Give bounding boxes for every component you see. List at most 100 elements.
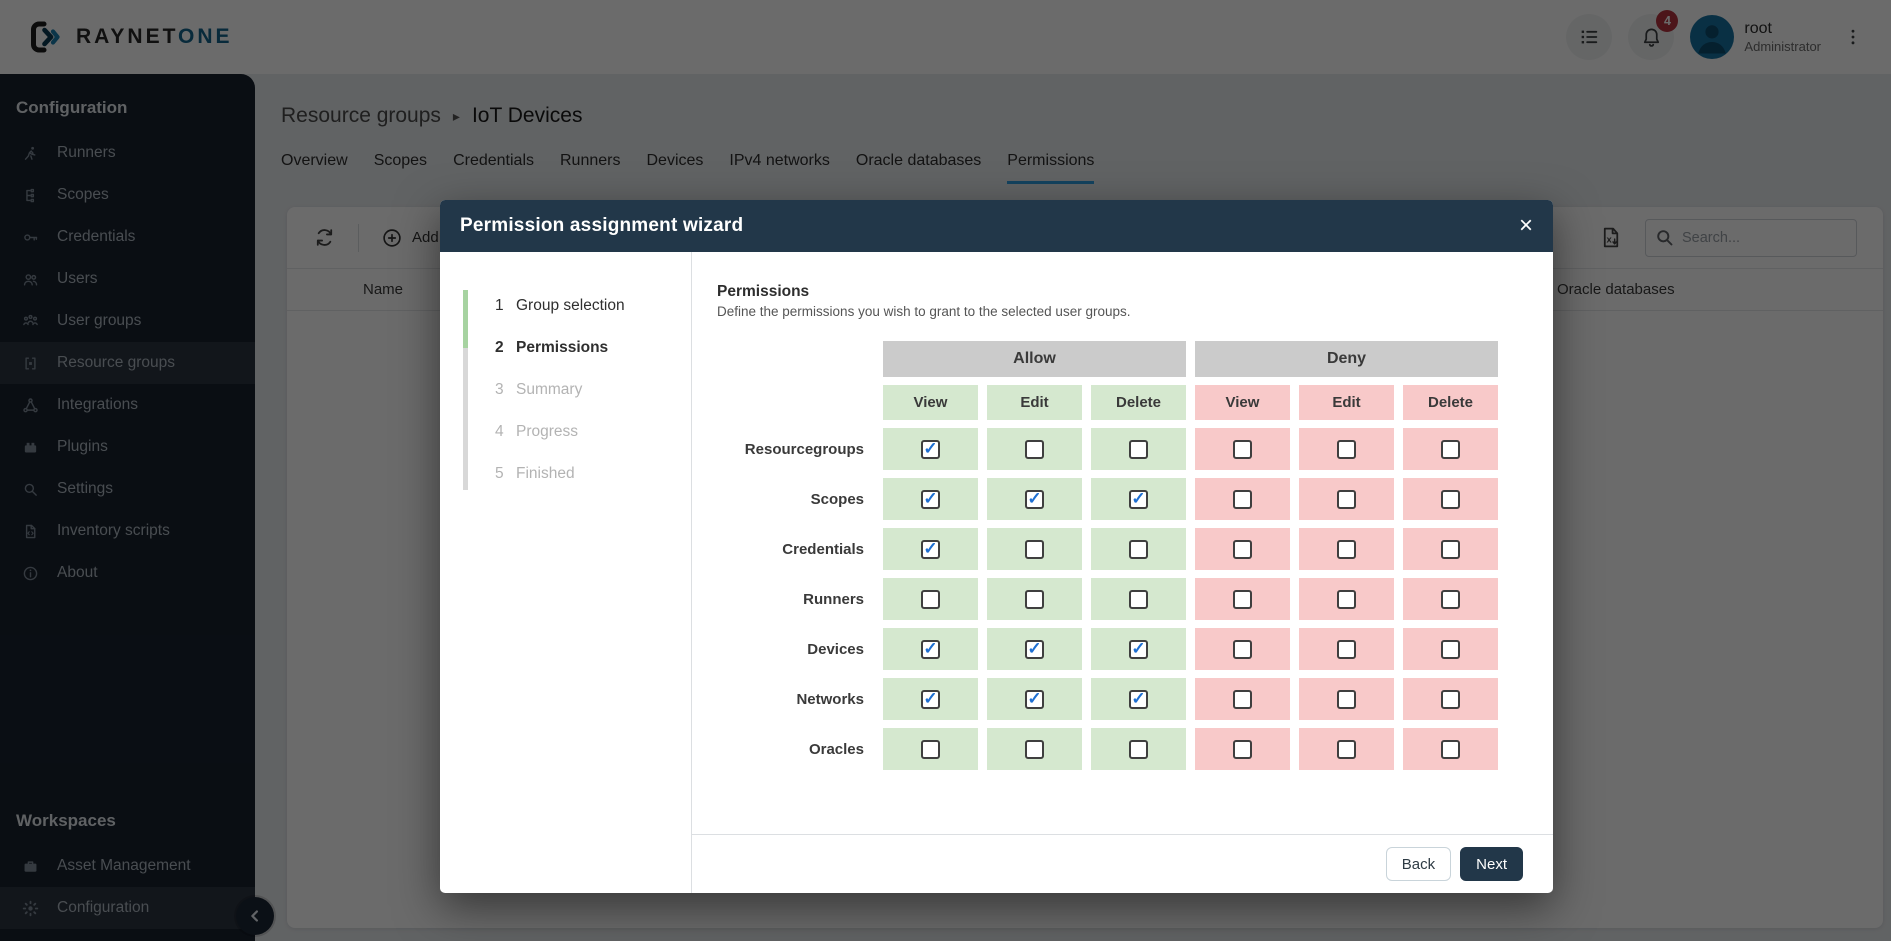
- check-mark-icon: ✓: [923, 638, 938, 658]
- cell-allow-edit-credentials: ✓: [987, 528, 1082, 570]
- step-number: 5: [495, 465, 504, 482]
- checkbox-allow-edit-networks[interactable]: ✓: [1025, 688, 1044, 709]
- step-label: Permissions: [516, 339, 609, 356]
- checkbox-allow-edit-credentials[interactable]: ✓: [1025, 539, 1044, 559]
- checkbox-allow-edit-resourcegroups[interactable]: ✓: [1025, 439, 1044, 459]
- step-label: Summary: [516, 381, 583, 398]
- check-mark-icon: ✓: [1027, 488, 1042, 508]
- cell-allow-delete-oracles: ✓: [1091, 728, 1186, 770]
- check-mark-icon: ✓: [923, 688, 938, 708]
- wizard-step-group-selection[interactable]: 1 Group selection: [440, 285, 691, 327]
- cell-deny-delete-devices: ✓: [1403, 628, 1498, 670]
- checkbox-allow-view-networks[interactable]: ✓: [921, 688, 940, 709]
- checkbox-allow-view-devices[interactable]: ✓: [921, 638, 940, 659]
- group-header-deny: Deny: [1195, 341, 1498, 377]
- cell-deny-edit-networks: ✓: [1299, 678, 1394, 720]
- checkbox-deny-delete-oracles[interactable]: ✓: [1441, 739, 1460, 759]
- checkbox-deny-view-oracles[interactable]: ✓: [1233, 739, 1252, 759]
- cell-deny-delete-resourcegroups: ✓: [1403, 428, 1498, 470]
- check-mark-icon: ✓: [1131, 688, 1146, 708]
- cell-allow-delete-networks: ✓: [1091, 678, 1186, 720]
- step-number: 2: [495, 339, 504, 356]
- subheader-allow-delete: Delete: [1091, 385, 1186, 420]
- checkbox-deny-delete-runners[interactable]: ✓: [1441, 589, 1460, 609]
- cell-deny-view-networks: ✓: [1195, 678, 1290, 720]
- checkbox-allow-delete-scopes[interactable]: ✓: [1129, 488, 1148, 509]
- matrix-corner-spacer: [717, 341, 874, 377]
- cell-deny-view-devices: ✓: [1195, 628, 1290, 670]
- cell-allow-delete-runners: ✓: [1091, 578, 1186, 620]
- progress-todo-segment: [463, 348, 468, 490]
- checkbox-deny-delete-networks[interactable]: ✓: [1441, 689, 1460, 709]
- checkbox-allow-delete-runners[interactable]: ✓: [1129, 589, 1148, 609]
- back-button[interactable]: Back: [1385, 847, 1452, 881]
- checkbox-allow-view-credentials[interactable]: ✓: [921, 539, 940, 559]
- row-label-runners: Runners: [803, 590, 864, 608]
- cell-allow-edit-devices: ✓: [987, 628, 1082, 670]
- wizard-step-finished[interactable]: 5 Finished: [440, 453, 691, 495]
- checkbox-deny-view-networks[interactable]: ✓: [1233, 689, 1252, 709]
- checkbox-deny-view-devices[interactable]: ✓: [1233, 639, 1252, 659]
- checkbox-deny-view-credentials[interactable]: ✓: [1233, 539, 1252, 559]
- checkbox-deny-edit-credentials[interactable]: ✓: [1337, 539, 1356, 559]
- step-label: Group selection: [516, 297, 625, 314]
- checkbox-allow-view-runners[interactable]: ✓: [921, 589, 940, 609]
- checkbox-allow-edit-devices[interactable]: ✓: [1025, 638, 1044, 659]
- checkbox-allow-delete-networks[interactable]: ✓: [1129, 688, 1148, 709]
- checkbox-deny-view-scopes[interactable]: ✓: [1233, 489, 1252, 509]
- checkbox-allow-delete-credentials[interactable]: ✓: [1129, 539, 1148, 559]
- checkbox-deny-edit-runners[interactable]: ✓: [1337, 589, 1356, 609]
- checkbox-deny-delete-credentials[interactable]: ✓: [1441, 539, 1460, 559]
- matrix-subheader-spacer: [717, 385, 874, 420]
- checkbox-deny-view-runners[interactable]: ✓: [1233, 589, 1252, 609]
- permission-wizard-modal: Permission assignment wizard × 1 Group se…: [440, 200, 1553, 893]
- step-label: Finished: [516, 465, 575, 482]
- checkbox-allow-view-scopes[interactable]: ✓: [921, 488, 940, 509]
- cell-deny-edit-devices: ✓: [1299, 628, 1394, 670]
- checkbox-allow-edit-runners[interactable]: ✓: [1025, 589, 1044, 609]
- checkbox-allow-delete-resourcegroups[interactable]: ✓: [1129, 439, 1148, 459]
- cell-deny-delete-credentials: ✓: [1403, 528, 1498, 570]
- cell-allow-delete-scopes: ✓: [1091, 478, 1186, 520]
- cell-deny-edit-scopes: ✓: [1299, 478, 1394, 520]
- row-label-oracles: Oracles: [808, 740, 864, 758]
- checkbox-deny-edit-oracles[interactable]: ✓: [1337, 739, 1356, 759]
- checkbox-allow-edit-scopes[interactable]: ✓: [1025, 488, 1044, 509]
- checkbox-allow-delete-oracles[interactable]: ✓: [1129, 739, 1148, 759]
- checkbox-allow-edit-oracles[interactable]: ✓: [1025, 739, 1044, 759]
- check-mark-icon: ✓: [1027, 638, 1042, 658]
- wizard-step-summary[interactable]: 3 Summary: [440, 369, 691, 411]
- checkbox-deny-edit-resourcegroups[interactable]: ✓: [1337, 439, 1356, 459]
- checkbox-deny-delete-resourcegroups[interactable]: ✓: [1441, 439, 1460, 459]
- checkbox-allow-view-oracles[interactable]: ✓: [921, 739, 940, 759]
- checkbox-allow-view-resourcegroups[interactable]: ✓: [921, 439, 940, 459]
- checkbox-deny-view-resourcegroups[interactable]: ✓: [1233, 439, 1252, 459]
- cell-allow-delete-resourcegroups: ✓: [1091, 428, 1186, 470]
- row-label-devices: Devices: [807, 640, 864, 658]
- cell-deny-delete-scopes: ✓: [1403, 478, 1498, 520]
- checkbox-deny-edit-scopes[interactable]: ✓: [1337, 489, 1356, 509]
- cell-allow-view-resourcegroups: ✓: [883, 428, 978, 470]
- wizard-step-progress[interactable]: 4 Progress: [440, 411, 691, 453]
- check-mark-icon: ✓: [1131, 638, 1146, 658]
- cell-deny-view-runners: ✓: [1195, 578, 1290, 620]
- modal-header: Permission assignment wizard ×: [440, 200, 1553, 252]
- next-button[interactable]: Next: [1460, 847, 1523, 881]
- checkbox-deny-delete-devices[interactable]: ✓: [1441, 639, 1460, 659]
- checkbox-deny-delete-scopes[interactable]: ✓: [1441, 489, 1460, 509]
- cell-deny-edit-oracles: ✓: [1299, 728, 1394, 770]
- cell-allow-edit-runners: ✓: [987, 578, 1082, 620]
- permissions-matrix: Allow Deny View Edit Delete View Edit Delete Res…: [717, 341, 1553, 770]
- check-mark-icon: ✓: [923, 488, 938, 508]
- cell-deny-view-oracles: ✓: [1195, 728, 1290, 770]
- check-mark-icon: ✓: [1027, 688, 1042, 708]
- check-mark-icon: ✓: [1131, 488, 1146, 508]
- wizard-step-permissions[interactable]: 2 Permissions: [440, 327, 691, 369]
- checkbox-deny-edit-networks[interactable]: ✓: [1337, 689, 1356, 709]
- checkbox-deny-edit-devices[interactable]: ✓: [1337, 639, 1356, 659]
- checkbox-allow-delete-devices[interactable]: ✓: [1129, 638, 1148, 659]
- step-number: 4: [495, 423, 504, 440]
- cell-deny-view-resourcegroups: ✓: [1195, 428, 1290, 470]
- modal-close-button[interactable]: ×: [1518, 212, 1533, 239]
- subheader-deny-view: View: [1195, 385, 1290, 420]
